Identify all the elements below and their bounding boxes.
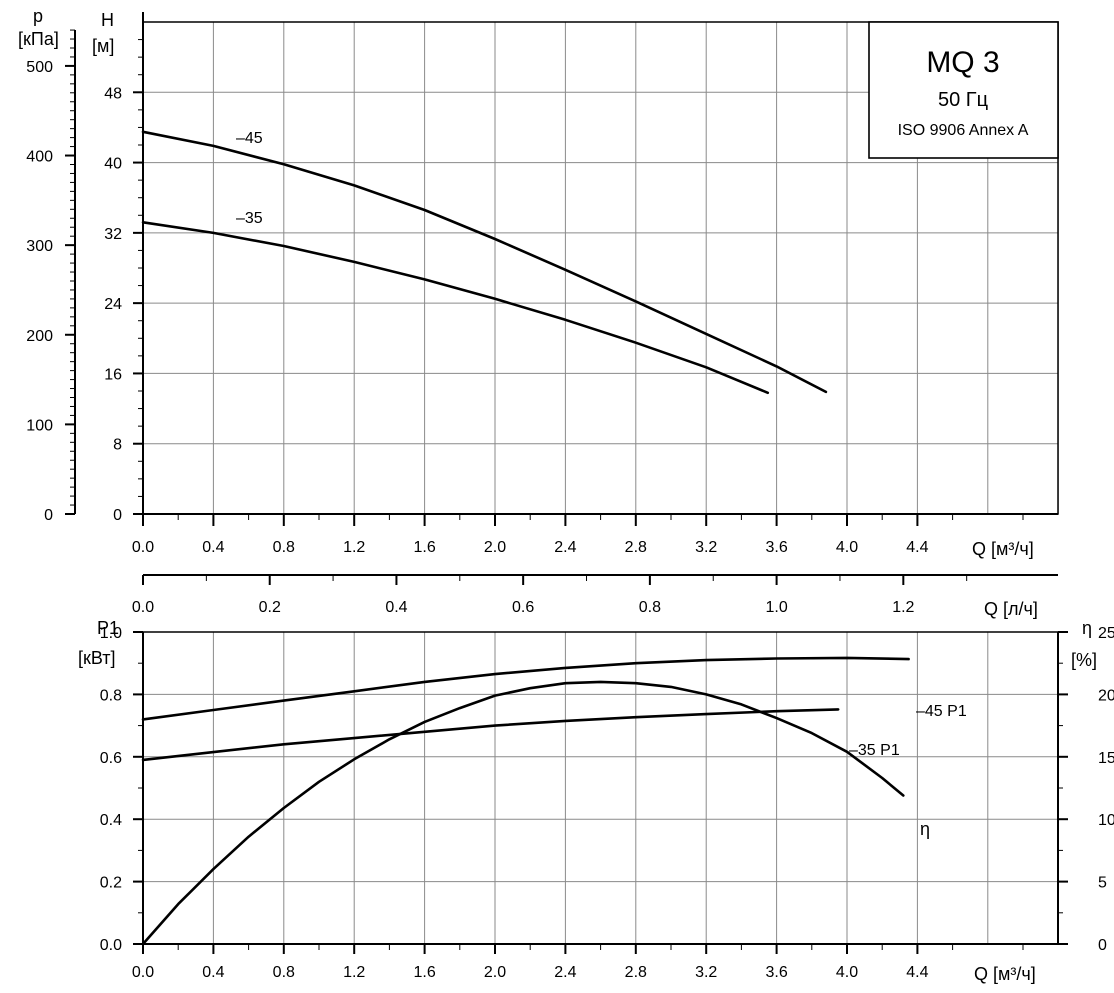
- lph-axis-tick-label: 0.2: [259, 599, 281, 616]
- p-axis-tick-label: 400: [26, 149, 53, 166]
- power-x-tick-label: 0.8: [273, 964, 295, 981]
- head-x-tick-label: 0.4: [202, 539, 224, 556]
- eta-axis-tick-label: 10: [1098, 812, 1114, 829]
- p1-axis-tick-label: 0.0: [100, 937, 122, 954]
- eta-axis-unit-label: [%]: [1071, 650, 1097, 670]
- p-axis-tick-label: 0: [44, 507, 53, 524]
- h-axis-tick-label: 32: [104, 226, 122, 243]
- lph-axis-label: Q [л/ч]: [984, 599, 1038, 619]
- eta-axis-tick-label: 0: [1098, 937, 1107, 954]
- power-x-axis-label: Q [м³/ч]: [974, 964, 1036, 984]
- power-x-tick-label: 4.0: [836, 964, 858, 981]
- chart-subtitle: 50 Гц: [938, 89, 988, 111]
- p1-axis-tick-label: 0.4: [100, 812, 122, 829]
- power-curve: [141, 656, 910, 721]
- head-x-tick-label: 4.4: [906, 539, 928, 556]
- p-axis-unit-label: [кПа]: [18, 29, 59, 49]
- p-axis-tick-label: 200: [26, 328, 53, 345]
- eta-axis-tick-label: 5: [1098, 875, 1107, 892]
- head-x-tick-label: 2.8: [625, 539, 647, 556]
- head-x-tick-label: 1.2: [343, 539, 365, 556]
- lph-axis-tick-label: 1.0: [765, 599, 787, 616]
- head-x-tick-label: 0.0: [132, 539, 154, 556]
- chart-title: MQ 3: [926, 46, 999, 79]
- lph-axis-tick-label: 1.2: [892, 599, 914, 616]
- head-curve-label: –35: [236, 210, 263, 227]
- p1-axis-tick-label: 1.0: [100, 625, 122, 642]
- p1-axis-tick-label: 0.8: [100, 687, 122, 704]
- head-x-tick-label: 4.0: [836, 539, 858, 556]
- p-axis-tick-label: 500: [26, 59, 53, 76]
- h-axis-label: H: [101, 10, 114, 30]
- power-x-tick-label: 2.0: [484, 964, 506, 981]
- head-x-tick-label: 0.8: [273, 539, 295, 556]
- head-x-axis-label: Q [м³/ч]: [972, 539, 1034, 559]
- h-axis-tick-label: 16: [104, 366, 122, 383]
- p1-axis-label: P1: [97, 618, 119, 638]
- power-plot-frame: [142, 631, 1059, 945]
- p-axis-label: p: [33, 6, 43, 26]
- power-x-tick-label: 1.6: [413, 964, 435, 981]
- head-curve: [141, 130, 828, 394]
- power-x-tick-label: 3.6: [765, 964, 787, 981]
- lph-axis-tick-label: 0.8: [639, 599, 661, 616]
- power-x-tick-label: 2.4: [554, 964, 576, 981]
- p1-axis-tick-label: 0.6: [100, 750, 122, 767]
- head-x-tick-label: 3.2: [695, 539, 717, 556]
- h-axis-tick-label: 24: [104, 296, 122, 313]
- h-axis-tick-label: 8: [113, 437, 122, 454]
- power-curve-label: –35 P1: [849, 742, 900, 759]
- h-axis-tick-label: 0: [113, 507, 122, 524]
- power-x-tick-label: 0.4: [202, 964, 224, 981]
- title-box: [868, 21, 1059, 159]
- power-x-tick-label: 4.4: [906, 964, 928, 981]
- p1-axis-tick-label: 0.2: [100, 875, 122, 892]
- head-curve: [141, 221, 770, 395]
- lph-axis-tick-label: 0.6: [512, 599, 534, 616]
- h-axis-tick-label: 40: [104, 156, 122, 173]
- head-curve-label: –45: [236, 130, 263, 147]
- h-axis-unit-label: [м]: [92, 36, 114, 56]
- eta-axis-tick-label: 25: [1098, 625, 1114, 642]
- p1-axis-unit-label: [кВт]: [78, 648, 116, 668]
- head-x-tick-label: 2.4: [554, 539, 576, 556]
- chart-standard: ISO 9906 Annex A: [898, 122, 1029, 139]
- lph-axis-tick-label: 0.0: [132, 599, 154, 616]
- lph-axis-tick-label: 0.4: [385, 599, 407, 616]
- eta-axis-tick-label: 20: [1098, 687, 1114, 704]
- head-x-tick-label: 3.6: [765, 539, 787, 556]
- head-x-tick-label: 2.0: [484, 539, 506, 556]
- power-curve-label: η: [920, 819, 930, 839]
- power-curve: [141, 708, 840, 762]
- power-x-tick-label: 1.2: [343, 964, 365, 981]
- eta-axis-label: η: [1082, 618, 1092, 638]
- eta-axis-tick-label: 15: [1098, 750, 1114, 767]
- power-x-tick-label: 3.2: [695, 964, 717, 981]
- h-axis-tick-label: 48: [104, 85, 122, 102]
- power-x-tick-label: 2.8: [625, 964, 647, 981]
- power-x-tick-label: 0.0: [132, 964, 154, 981]
- power-curve-label: –45 P1: [916, 703, 967, 720]
- p-axis-tick-label: 100: [26, 417, 53, 434]
- p-axis-tick-label: 300: [26, 238, 53, 255]
- power-curve: [141, 680, 905, 946]
- head-x-tick-label: 1.6: [413, 539, 435, 556]
